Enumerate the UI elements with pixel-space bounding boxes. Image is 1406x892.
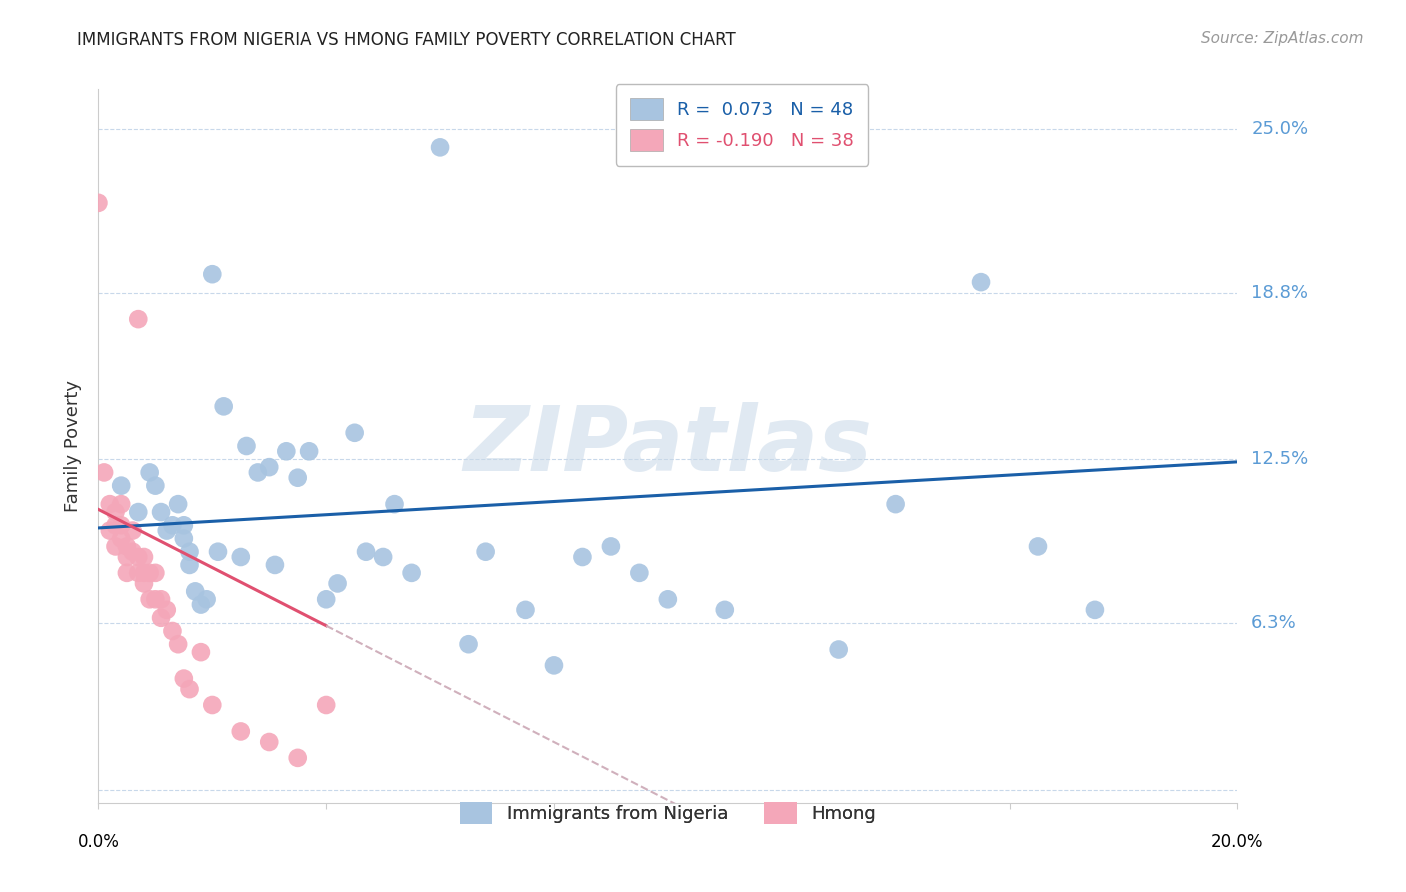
Text: ZIPatlas: ZIPatlas	[464, 402, 872, 490]
Point	[104, 505, 127, 519]
Point	[127, 549, 149, 564]
Point	[179, 545, 201, 559]
Point	[628, 566, 651, 580]
Point	[354, 545, 377, 559]
Point	[127, 312, 149, 326]
Point	[315, 592, 337, 607]
Point	[110, 518, 132, 533]
Point	[264, 558, 287, 572]
Point	[229, 549, 252, 564]
Point	[246, 466, 269, 480]
Point	[259, 735, 281, 749]
Legend: Immigrants from Nigeria, Hmong: Immigrants from Nigeria, Hmong	[451, 793, 884, 833]
Point	[515, 603, 537, 617]
Point	[828, 642, 851, 657]
Point	[121, 524, 143, 538]
Y-axis label: Family Poverty: Family Poverty	[65, 380, 83, 512]
Point	[110, 532, 132, 546]
Point	[384, 497, 406, 511]
Point	[110, 478, 132, 492]
Point	[229, 724, 252, 739]
Point	[173, 518, 195, 533]
Point	[457, 637, 479, 651]
Point	[315, 698, 337, 712]
Point	[156, 524, 179, 538]
Point	[150, 505, 173, 519]
Point	[326, 576, 349, 591]
Point	[145, 478, 167, 492]
Point	[162, 624, 184, 638]
Point	[190, 645, 212, 659]
Point	[179, 682, 201, 697]
Point	[235, 439, 257, 453]
Point	[571, 549, 593, 564]
Text: IMMIGRANTS FROM NIGERIA VS HMONG FAMILY POVERTY CORRELATION CHART: IMMIGRANTS FROM NIGERIA VS HMONG FAMILY …	[77, 31, 737, 49]
Point	[173, 532, 195, 546]
Point	[110, 497, 132, 511]
Point	[98, 524, 121, 538]
Point	[884, 497, 907, 511]
Point	[184, 584, 207, 599]
Text: 25.0%: 25.0%	[1251, 120, 1309, 138]
Point	[127, 566, 149, 580]
Point	[132, 566, 155, 580]
Point	[115, 549, 138, 564]
Point	[195, 592, 218, 607]
Point	[115, 540, 138, 554]
Point	[401, 566, 423, 580]
Point	[115, 566, 138, 580]
Point	[98, 497, 121, 511]
Point	[373, 549, 395, 564]
Point	[145, 592, 167, 607]
Point	[714, 603, 737, 617]
Point	[207, 545, 229, 559]
Point	[543, 658, 565, 673]
Text: 12.5%: 12.5%	[1251, 450, 1309, 468]
Point	[1026, 540, 1049, 554]
Point	[162, 518, 184, 533]
Point	[167, 637, 190, 651]
Point	[298, 444, 321, 458]
Point	[600, 540, 623, 554]
Text: 0.0%: 0.0%	[77, 833, 120, 851]
Point	[201, 698, 224, 712]
Point	[259, 460, 281, 475]
Point	[167, 497, 190, 511]
Point	[87, 195, 110, 210]
Point	[276, 444, 298, 458]
Point	[138, 466, 160, 480]
Point	[127, 505, 149, 519]
Point	[190, 598, 212, 612]
Point	[150, 611, 173, 625]
Point	[970, 275, 993, 289]
Point	[287, 751, 309, 765]
Point	[173, 672, 195, 686]
Point	[93, 466, 115, 480]
Point	[150, 592, 173, 607]
Point	[156, 603, 179, 617]
Point	[657, 592, 679, 607]
Point	[212, 400, 235, 414]
Point	[179, 558, 201, 572]
Point	[201, 267, 224, 281]
Text: Source: ZipAtlas.com: Source: ZipAtlas.com	[1201, 31, 1364, 46]
Text: 18.8%: 18.8%	[1251, 284, 1308, 301]
Point	[287, 471, 309, 485]
Point	[138, 566, 160, 580]
Point	[145, 566, 167, 580]
Point	[104, 540, 127, 554]
Point	[474, 545, 496, 559]
Point	[138, 592, 160, 607]
Point	[1084, 603, 1107, 617]
Point	[132, 576, 155, 591]
Point	[429, 140, 451, 154]
Point	[121, 545, 143, 559]
Text: 6.3%: 6.3%	[1251, 614, 1296, 632]
Point	[343, 425, 366, 440]
Point	[104, 518, 127, 533]
Text: 20.0%: 20.0%	[1211, 833, 1264, 851]
Point	[132, 549, 155, 564]
